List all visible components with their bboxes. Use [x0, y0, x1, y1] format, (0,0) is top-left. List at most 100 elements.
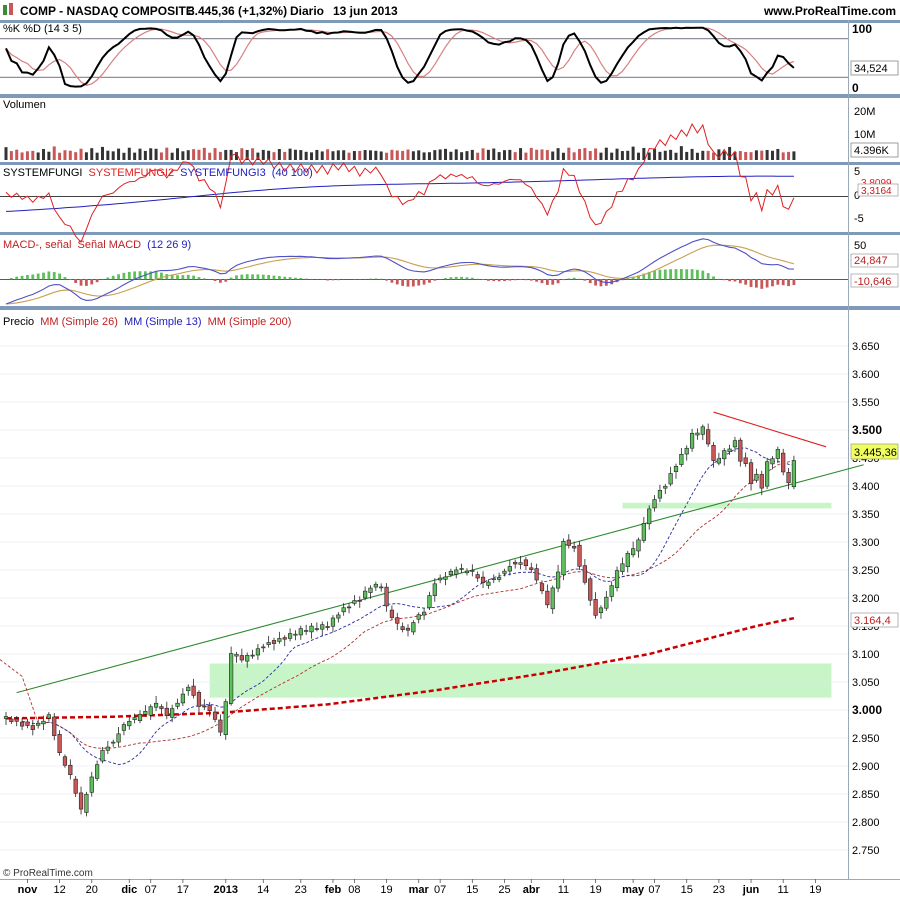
- candle: [239, 648, 244, 663]
- candle: [727, 444, 732, 455]
- volume-bar: [551, 151, 555, 160]
- macd-hist-bar: [556, 279, 560, 284]
- macd-hist-bar: [583, 279, 587, 281]
- volume-bar: [572, 152, 576, 160]
- volume-bar: [438, 149, 442, 160]
- volume-bar: [299, 150, 303, 160]
- x-tick-label: feb: [325, 884, 342, 896]
- candle: [443, 571, 448, 586]
- volume-bar: [647, 152, 651, 160]
- volume-bar: [127, 147, 131, 160]
- volume-bar: [519, 148, 523, 160]
- x-tick-label: may: [622, 884, 645, 896]
- macd-hist-bar: [588, 279, 592, 284]
- volume-bar: [728, 146, 732, 160]
- candle: [3, 711, 9, 726]
- candle: [620, 557, 625, 575]
- macd-hist-bar: [117, 274, 120, 280]
- volume-bar: [497, 152, 501, 160]
- volume-bar: [277, 149, 281, 160]
- macd-hist-bar: [165, 274, 169, 280]
- candle: [518, 556, 523, 570]
- candle: [647, 505, 652, 530]
- volume-bars: [4, 146, 796, 160]
- candle: [759, 470, 764, 496]
- macd-hist-bar: [9, 278, 13, 280]
- candle: [127, 715, 132, 730]
- candle: [111, 739, 116, 747]
- price-tick-label: 3.600: [852, 369, 880, 381]
- macd-hist-bar: [422, 279, 426, 285]
- candle: [673, 463, 679, 479]
- candle: [282, 635, 287, 647]
- volume-bar: [213, 148, 217, 160]
- price-tick-label: 3.400: [852, 481, 880, 493]
- volume-bar: [513, 152, 517, 160]
- candle: [266, 636, 271, 648]
- macd-title-2: Señal MACD: [78, 239, 142, 251]
- macd-panel: MACD-, señal Señal MACD (12 26 9) 50 24,…: [0, 238, 899, 305]
- candle: [271, 637, 277, 651]
- candle: [550, 585, 555, 614]
- price-title: Precio MM (Simple 26) MM (Simple 13) MM …: [3, 316, 291, 328]
- volume-bar: [427, 152, 431, 160]
- candle: [706, 423, 711, 447]
- volume-bar: [776, 148, 780, 160]
- candle: [448, 568, 453, 578]
- volume-bar: [481, 148, 485, 160]
- volume-bar: [304, 151, 308, 160]
- candle: [507, 559, 512, 576]
- macd-hist-bar: [465, 277, 469, 280]
- macd-hist-bar: [733, 279, 737, 282]
- candle: [657, 484, 663, 503]
- candle: [250, 649, 255, 659]
- macd-hist-bar: [277, 276, 281, 280]
- volume-bar: [738, 151, 742, 160]
- macd-hist-bar: [90, 279, 94, 285]
- candle: [19, 718, 25, 731]
- macd-hist-bar: [567, 278, 571, 280]
- volume-bar: [90, 148, 94, 160]
- candle: [100, 747, 105, 764]
- header-last: 3.445,36 (+1,32%): [188, 4, 287, 18]
- candle: [786, 467, 791, 490]
- macd-hist-bar: [176, 275, 179, 280]
- volume-bar: [792, 151, 796, 160]
- candle: [304, 624, 309, 635]
- candle: [748, 458, 754, 491]
- volume-bar: [63, 150, 67, 160]
- volume-bar: [615, 148, 619, 160]
- macd-tick-50: 50: [854, 240, 866, 252]
- candle: [223, 698, 228, 740]
- volume-bar: [138, 148, 142, 160]
- candle: [609, 581, 614, 602]
- macd-hist-bar: [658, 269, 662, 280]
- macd-hist-bar: [213, 279, 217, 281]
- macd-hist-bar: [760, 279, 764, 289]
- header-date: 13 jun 2013: [333, 4, 398, 18]
- volume-bar: [240, 148, 244, 160]
- systemfungi-lines: [0, 122, 848, 244]
- candle: [229, 646, 234, 706]
- candle: [470, 564, 475, 577]
- candle: [389, 605, 395, 620]
- price-axis: 3.6503.6003.5503.5003.4503.4003.3503.300…: [0, 341, 882, 857]
- volume-bar: [787, 151, 791, 160]
- x-tick-label: 11: [558, 884, 569, 896]
- stoch-title: %K %D (14 3 5): [3, 23, 82, 35]
- macd-hist-bar: [744, 279, 748, 285]
- macd-hist-bar: [599, 279, 603, 287]
- macd-hist-bar: [411, 279, 415, 287]
- candle: [191, 678, 196, 699]
- price-title-ma200: MM (Simple 200): [208, 316, 292, 328]
- sf-last-value-1: 3,8099: [861, 178, 892, 189]
- volume-bar: [695, 152, 699, 160]
- header-source: www.ProRealTime.com: [763, 4, 896, 18]
- volume-bar: [470, 149, 474, 160]
- macd-value-box-1: [850, 253, 899, 268]
- macd-hist-bar: [513, 279, 517, 281]
- volume-bar: [143, 150, 147, 160]
- candle: [68, 759, 73, 780]
- macd-hist-bar: [26, 274, 29, 280]
- ma200-value: 3.164,4: [854, 615, 891, 627]
